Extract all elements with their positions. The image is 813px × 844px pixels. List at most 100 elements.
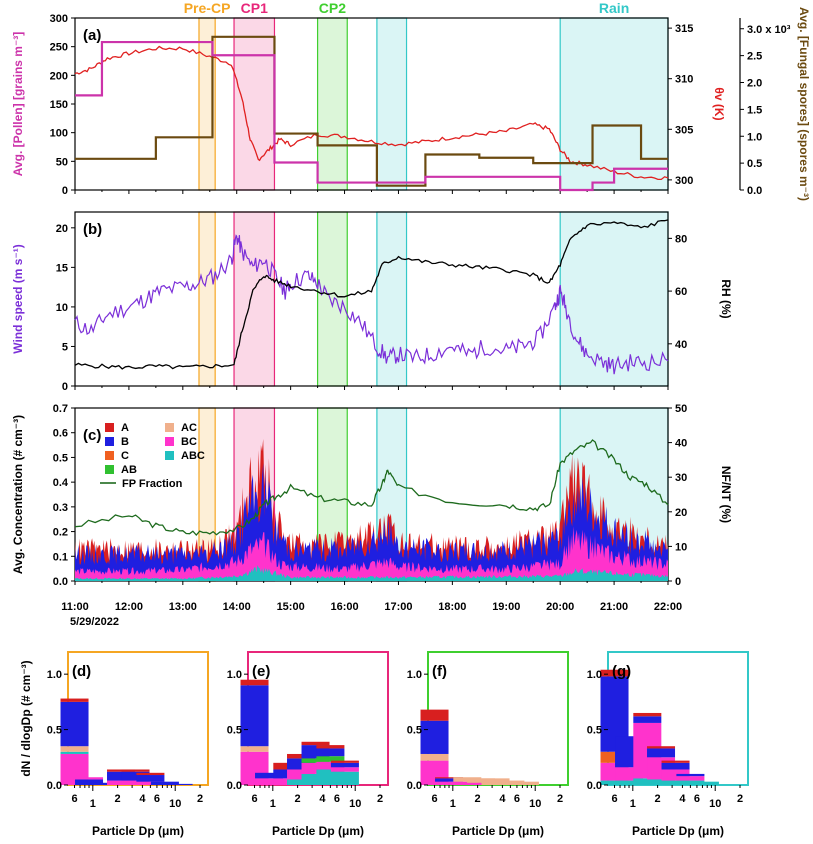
bar-e-4-1 bbox=[301, 762, 330, 774]
size-x-tick-label-e-0: 6 bbox=[251, 793, 257, 805]
y-left-tick-label-c-0: 0.0 bbox=[53, 576, 68, 588]
size-x-tick-label-e-3: 4 bbox=[319, 793, 326, 805]
bar-f-0-3 bbox=[420, 709, 449, 721]
size-x-tick-label-e-6: 2 bbox=[377, 793, 383, 805]
panel-label-b: (b) bbox=[83, 221, 102, 238]
period-shade-rain-a-0 bbox=[559, 17, 669, 191]
bar-f-4-0 bbox=[481, 778, 510, 785]
legend-swatch-abc bbox=[165, 451, 174, 460]
x-tick-label-3: 14:00 bbox=[223, 601, 251, 613]
y-left-tick-label-a-3: 150 bbox=[50, 99, 68, 111]
panel-label-d: (d) bbox=[72, 663, 91, 680]
legend-label-ac: AC bbox=[181, 422, 197, 434]
bar-d-7-0 bbox=[164, 783, 193, 785]
bar-e-4-0 bbox=[301, 773, 330, 785]
y-left-tick-label-a-5: 250 bbox=[50, 42, 68, 54]
legend-swatch-bc bbox=[165, 437, 174, 446]
size-x-tick-label-g-1: 1 bbox=[630, 798, 636, 810]
size-x-tick-label-f-5: 10 bbox=[529, 798, 541, 810]
bar-e-3-0 bbox=[287, 779, 316, 785]
size-x-tick-label-d-6: 2 bbox=[197, 793, 203, 805]
bar-d-3-0 bbox=[107, 780, 136, 785]
series-wind-speed bbox=[74, 234, 669, 375]
bar-g-4-3 bbox=[661, 760, 690, 763]
size-y-tick-label-d-0: 0.0 bbox=[47, 780, 62, 792]
legend-label-c: C bbox=[121, 450, 129, 462]
bar-g-0-2 bbox=[600, 751, 629, 763]
bar-g-6-0 bbox=[690, 781, 719, 785]
bar-e-5-3 bbox=[316, 748, 345, 757]
size-y-tick-label-f-0: 0.0 bbox=[407, 780, 422, 792]
x-tick-label-6: 17:00 bbox=[384, 601, 412, 613]
bar-e-1-0 bbox=[255, 778, 284, 785]
legend-label-bc: BC bbox=[181, 436, 197, 448]
size-y-tick-label-f-1: 0.5 bbox=[407, 725, 422, 737]
y-left-tick-label-a-6: 300 bbox=[50, 13, 68, 25]
x-tick-label-8: 19:00 bbox=[492, 601, 520, 613]
bar-e-0-3 bbox=[240, 679, 269, 686]
size-x-tick-label-e-5: 10 bbox=[349, 798, 361, 810]
y-left-tick-label-a-0: 0 bbox=[62, 185, 68, 197]
size-y-label: dN / dlogDp (# cm⁻³) bbox=[19, 660, 33, 776]
y-left-tick-label-c-6: 0.6 bbox=[53, 428, 68, 440]
bar-g-0-0 bbox=[600, 780, 629, 785]
bar-e-0-1 bbox=[240, 746, 269, 752]
panel-label-g: (g) bbox=[612, 663, 631, 680]
period-label-pre-cp: Pre-CP bbox=[184, 0, 231, 16]
size-y-tick-label-e-0: 0.0 bbox=[227, 780, 242, 792]
size-x-label-f: Particle Dp (μm) bbox=[452, 824, 544, 838]
size-x-tick-label-d-2: 2 bbox=[115, 793, 121, 805]
y-right-fungal-tick-label-3: 1.5 bbox=[747, 104, 762, 116]
series-theta-v bbox=[74, 45, 669, 181]
legend-swatch-b bbox=[105, 437, 114, 446]
x-tick-label-5: 16:00 bbox=[330, 601, 358, 613]
bar-d-1-1 bbox=[75, 777, 104, 780]
y-left-tick-label-a-2: 100 bbox=[50, 128, 68, 140]
size-x-tick-label-f-3: 4 bbox=[499, 793, 506, 805]
y-right-nfnt-c-tick-label-0: 0 bbox=[675, 576, 681, 588]
period-label-cp2: CP2 bbox=[319, 0, 346, 16]
bar-f-0-2 bbox=[420, 720, 449, 754]
legend-swatch-a bbox=[105, 423, 114, 432]
size-x-tick-label-f-0: 6 bbox=[431, 793, 437, 805]
bar-g-5-0 bbox=[676, 780, 705, 785]
x-tick-label-10: 21:00 bbox=[600, 601, 628, 613]
bar-g-4-2 bbox=[661, 762, 690, 770]
bar-e-6-3 bbox=[330, 760, 359, 763]
y-right-nfnt-c-tick-label-5: 50 bbox=[675, 403, 687, 415]
y-right-theta-a-tick-label-2: 310 bbox=[675, 74, 693, 86]
size-x-tick-label-d-5: 10 bbox=[169, 798, 181, 810]
bar-d-0-1 bbox=[60, 751, 89, 754]
bar-d-5-0 bbox=[136, 781, 165, 785]
size-y-tick-label-d-1: 0.5 bbox=[47, 725, 62, 737]
y-left-tick-label-b-2: 10 bbox=[56, 302, 68, 314]
panel-label-f: (f) bbox=[432, 663, 447, 680]
y-right-fungal-label: Avg. [Fungal spores] (spores m⁻³) bbox=[797, 7, 811, 201]
size-y-tick-label-g-1: 0.5 bbox=[587, 725, 602, 737]
bar-d-5-1 bbox=[136, 775, 165, 782]
size-x-tick-label-g-4: 6 bbox=[694, 793, 700, 805]
bar-g-3-2 bbox=[647, 748, 676, 758]
period-shade-pre-cp-b-0 bbox=[198, 211, 216, 387]
x-tick-label-0: 11:00 bbox=[61, 601, 89, 613]
x-tick-label-2: 13:00 bbox=[169, 601, 197, 613]
bar-e-3-3 bbox=[287, 753, 316, 759]
bar-f-1-2 bbox=[435, 777, 464, 779]
period-shade-rain-a-1 bbox=[376, 17, 408, 191]
legend-swatch-ab bbox=[105, 465, 114, 474]
y-right-fungal-tick-label-1: 0.5 bbox=[747, 158, 762, 170]
bar-g-2-3 bbox=[633, 712, 662, 717]
size-x-label-g: Particle Dp (μm) bbox=[632, 824, 724, 838]
x-tick-label-1: 12:00 bbox=[115, 601, 143, 613]
y-left-tick-label-b-0: 0 bbox=[62, 381, 68, 393]
period-shade-rain-b-0 bbox=[559, 211, 669, 387]
bar-d-4-2 bbox=[121, 769, 150, 772]
bar-e-0-2 bbox=[240, 685, 269, 747]
y-right-fungal-tick-label-0: 0.0 bbox=[747, 185, 762, 197]
x-axis-date: 5/29/2022 bbox=[70, 616, 119, 628]
size-x-tick-label-f-2: 2 bbox=[475, 793, 481, 805]
size-x-label-d: Particle Dp (μm) bbox=[92, 824, 184, 838]
bar-e-5-1 bbox=[316, 761, 345, 770]
